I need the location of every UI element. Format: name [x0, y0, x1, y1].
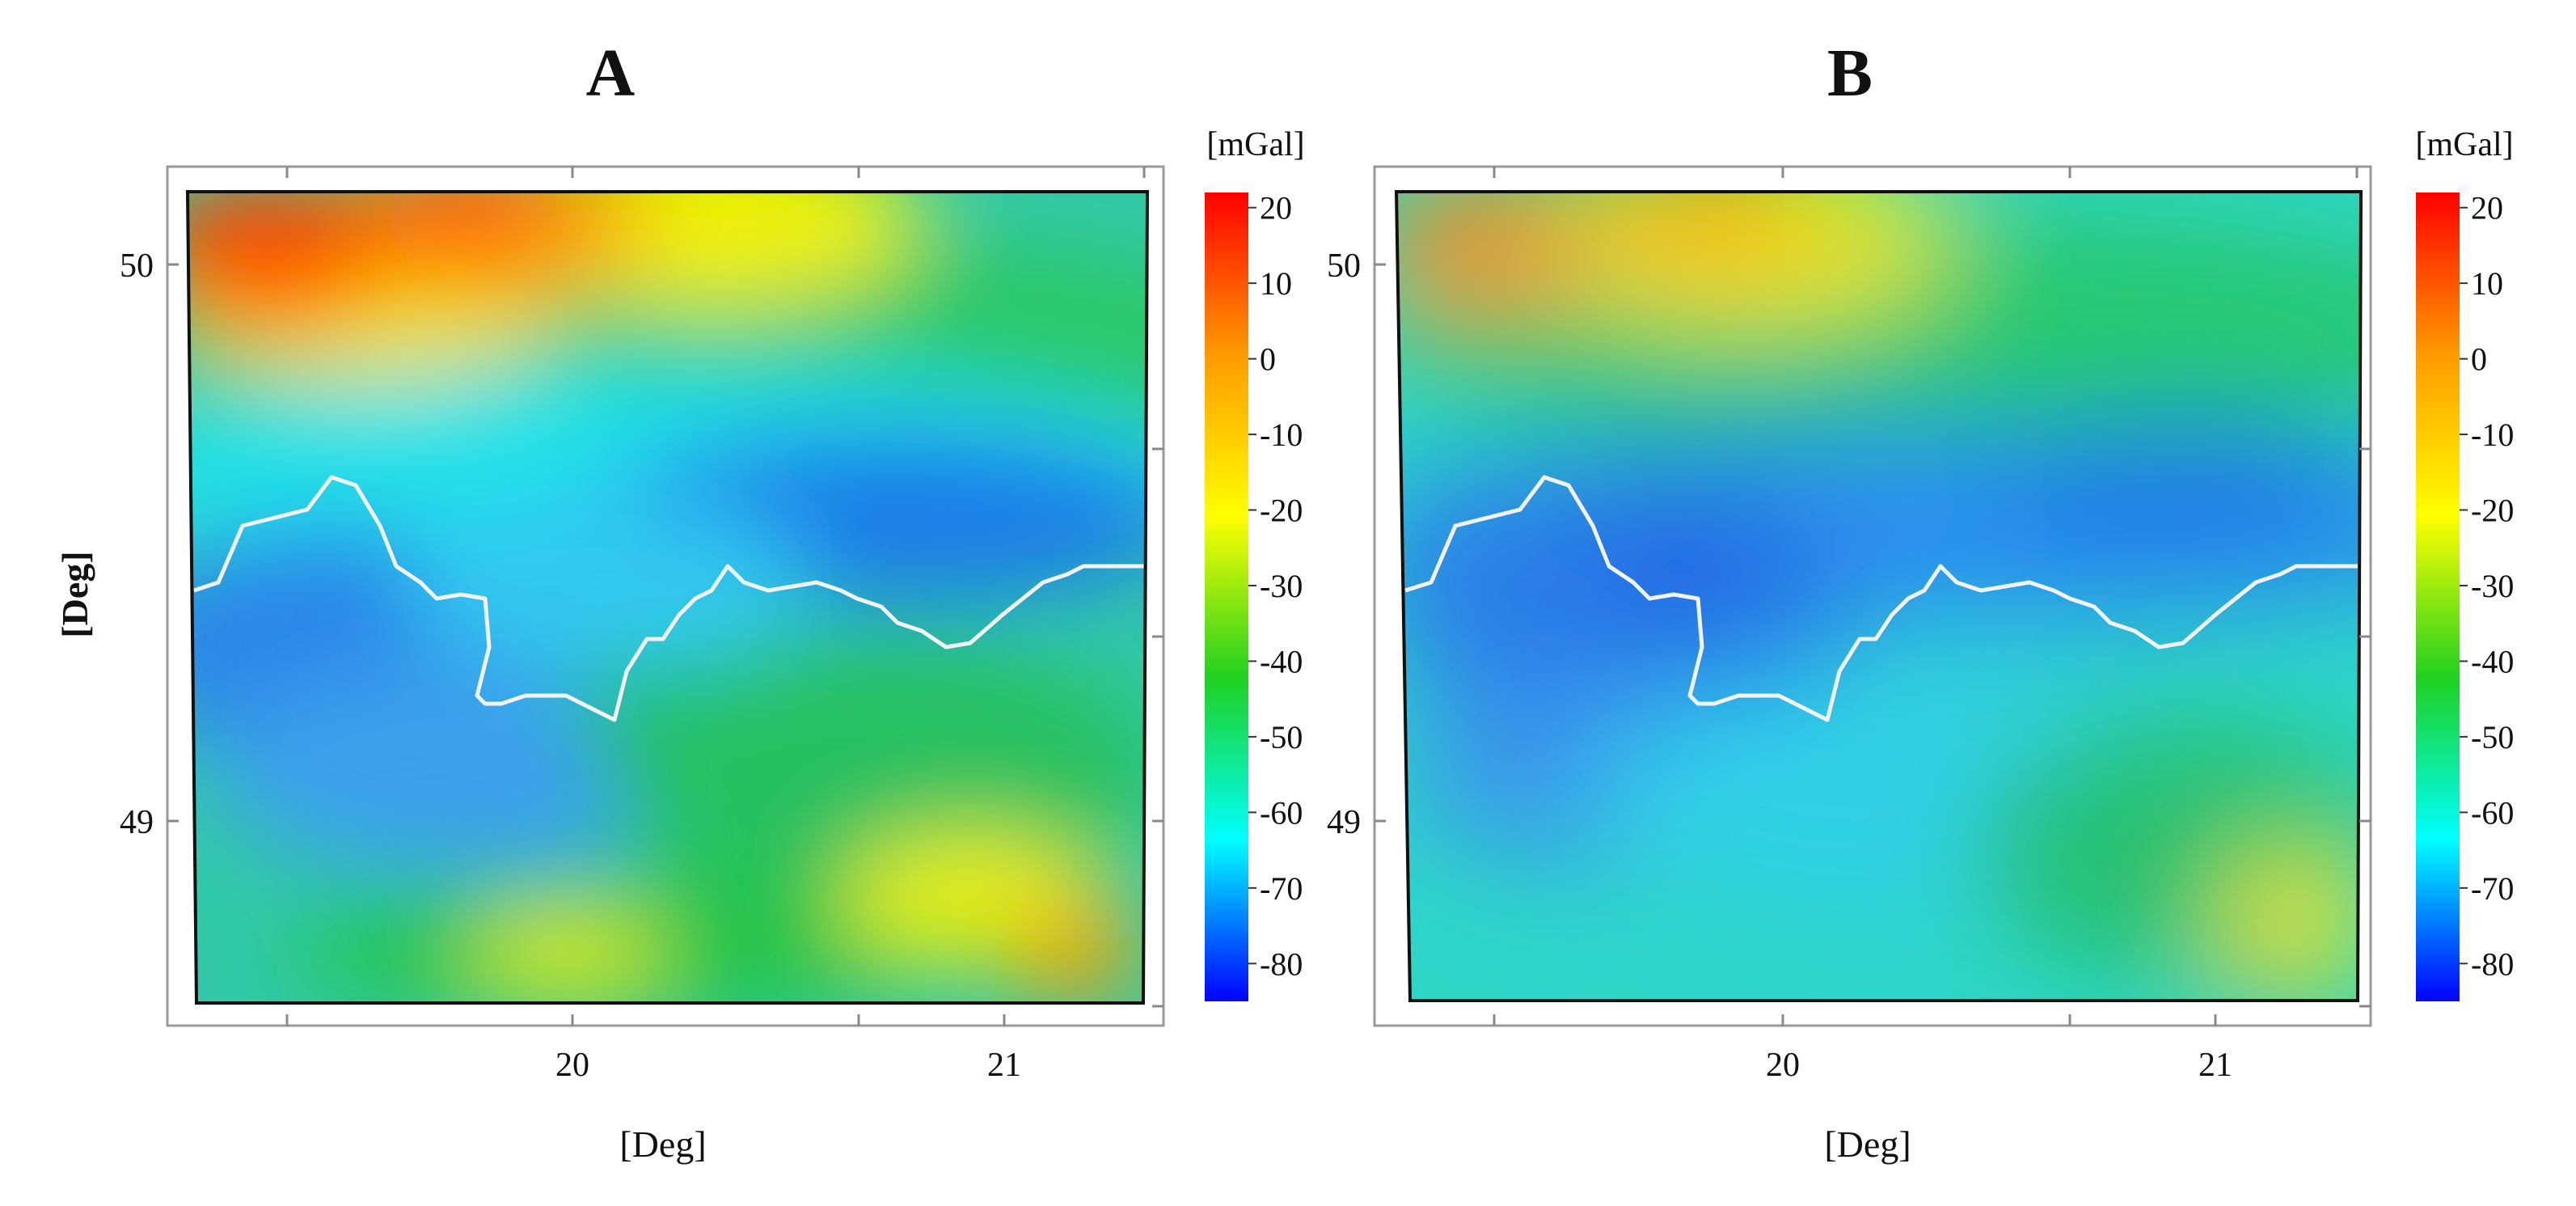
a-colorbar-tick-label: -20: [1260, 493, 1303, 529]
a-x-tick-label-21: 21: [987, 1047, 1021, 1084]
b-field-orange-north: [1609, 192, 1803, 259]
b-x-axis-title: [Deg]: [1824, 1123, 1911, 1165]
panel-a-axis-ticks: [167, 167, 1163, 1026]
a-field-red-north: [372, 192, 550, 267]
b-colorbar: [2416, 193, 2460, 1001]
a-colorbar-tick-label: 20: [1260, 190, 1292, 226]
a-colorbar: [1205, 193, 1248, 1001]
panel-b-title: B: [1827, 36, 1873, 111]
a-colorbar-tick-label: -60: [1260, 794, 1303, 831]
a-colorbar-tick-label: -40: [1260, 643, 1303, 679]
a-colorbar-unit: [mGal]: [1206, 126, 1304, 163]
b-field-blue-deep: [1593, 518, 1771, 615]
b-colorbar-tick-label: -70: [2471, 870, 2514, 907]
b-x-tick-label-20: 20: [1766, 1047, 1800, 1084]
panel-a-map-outline: [185, 190, 1150, 1005]
a-colorbar-tick-label: -70: [1260, 870, 1303, 907]
panel-a-title: A: [586, 36, 636, 111]
panel-a-heatmap-fields: [188, 192, 1147, 1003]
panel-b-border-line: [1404, 475, 2361, 722]
b-colorbar-tick-label: -20: [2471, 493, 2514, 529]
b-y-tick-label-50: 50: [1327, 248, 1361, 285]
b-colorbar-tick-label: -40: [2471, 643, 2514, 679]
b-field-blue-east: [1989, 421, 2361, 550]
b-colorbar-tick-label: -60: [2471, 794, 2514, 831]
a-field-red-northwest: [188, 192, 388, 324]
a-colorbar-ticks: 20 10 0 -10 -20 -30 -40 -50 -60 -70 -80: [1248, 190, 1303, 982]
a-colorbar-tick-label: -30: [1260, 568, 1303, 604]
b-y-tick-label-49: 49: [1327, 804, 1361, 841]
panel-a-border-line: [193, 475, 1147, 722]
panel-b-axis-ticks: [1375, 167, 2371, 1026]
panel-a-heatmap: [188, 192, 1147, 1003]
b-colorbar-tick-label: -80: [2471, 946, 2514, 982]
a-field-orange-southeast: [1011, 906, 1140, 1003]
b-field-orange-northwest: [1396, 192, 1593, 307]
b-colorbar-tick-label: -10: [2471, 417, 2514, 453]
a-y-tick-label-50: 50: [120, 248, 154, 285]
a-colorbar-tick-label: -50: [1260, 719, 1303, 755]
a-x-tick-label-20: 20: [555, 1047, 589, 1084]
a-field-yellow-south: [469, 918, 663, 991]
panel-b-heatmap: [1396, 192, 2361, 1001]
b-colorbar-ticks: 20 10 0 -10 -20 -30 -40 -50 -60 -70 -80: [2460, 190, 2514, 982]
b-colorbar-tick-label: 0: [2471, 341, 2487, 378]
b-colorbar-tick-label: 10: [2471, 265, 2503, 302]
a-colorbar-tick-label: -80: [1260, 946, 1303, 982]
panel-b-heatmap-fields: [1396, 192, 2361, 1001]
b-colorbar-unit: [mGal]: [2415, 126, 2513, 163]
a-colorbar-tick-label: -10: [1260, 417, 1303, 453]
a-field-green-local: [574, 663, 720, 760]
panel-a: A: [54, 36, 1305, 1165]
a-y-tick-label-49: 49: [120, 804, 154, 841]
panel-b-map-outline: [1394, 190, 2363, 1002]
b-colorbar-tick-label: 20: [2471, 190, 2503, 226]
a-colorbar-tick-label: 10: [1260, 265, 1292, 302]
b-colorbar-tick-label: -50: [2471, 719, 2514, 755]
a-y-axis-title: [Deg]: [54, 551, 95, 637]
a-field-blue-southwest: [210, 663, 695, 874]
b-colorbar-tick-label: -30: [2471, 568, 2514, 604]
b-field-orange-southeast: [2256, 938, 2321, 1001]
b-x-tick-label-21: 21: [2198, 1047, 2232, 1084]
panel-b: B: [1327, 36, 2514, 1165]
a-colorbar-tick-label: 0: [1260, 341, 1276, 378]
a-field-cyan-center: [404, 493, 809, 671]
a-x-axis-title: [Deg]: [619, 1123, 706, 1165]
